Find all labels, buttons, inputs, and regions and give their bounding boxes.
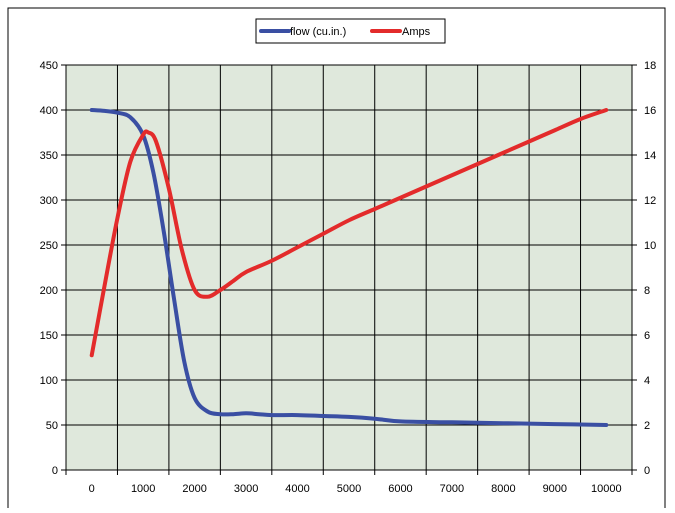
y-right-tick-label: 14 xyxy=(644,150,656,162)
x-tick-label: 3000 xyxy=(234,483,258,495)
y-right-tick-label: 10 xyxy=(644,240,656,252)
y-right-tick-label: 8 xyxy=(644,285,650,297)
x-tick-label: 2000 xyxy=(182,483,206,495)
plot-area xyxy=(66,65,632,470)
y-right-tick-label: 18 xyxy=(644,60,656,72)
legend-label-amps: Amps xyxy=(402,26,431,38)
series-line-amps xyxy=(89,108,609,358)
x-tick-label: 9000 xyxy=(543,483,567,495)
x-tick-label: 1000 xyxy=(131,483,155,495)
y-left-tick-label: 200 xyxy=(40,285,58,297)
x-tick-label: 7000 xyxy=(440,483,464,495)
chart-frame xyxy=(7,7,666,508)
y-left-tick-label: 300 xyxy=(40,195,58,207)
y-left-tick-label: 250 xyxy=(40,240,58,252)
x-tick-label: 0 xyxy=(89,483,95,495)
y-right-tick-label: 16 xyxy=(644,105,656,117)
y-left-tick-label: 450 xyxy=(40,60,58,72)
plot-border xyxy=(65,64,633,471)
axes: 0 50 100 150 200 250 300 350 400 450 0 2 4 6 8 10 12 14 16… xyxy=(40,60,657,495)
y-left-tick-label: 50 xyxy=(46,420,58,432)
y-right-tick-label: 12 xyxy=(644,195,656,207)
y-right-tick-label: 6 xyxy=(644,330,650,342)
y-right-tick-label: 2 xyxy=(644,420,650,432)
x-tick-label: 5000 xyxy=(337,483,361,495)
x-tick-label: 6000 xyxy=(388,483,412,495)
legend-label-flow: flow (cu.in.) xyxy=(290,26,346,38)
y-left-tick-label: 0 xyxy=(52,465,58,477)
legend: flow (cu.in.) Amps xyxy=(255,18,446,44)
y-right-tick-label: 4 xyxy=(644,375,650,387)
y-right-tick-label: 0 xyxy=(644,465,650,477)
y-left-tick-label: 150 xyxy=(40,330,58,342)
grid-lines xyxy=(66,65,632,470)
series-group xyxy=(89,108,609,427)
x-tick-label: 4000 xyxy=(285,483,309,495)
x-tick-label: 8000 xyxy=(491,483,515,495)
x-tick-label: 10000 xyxy=(591,483,622,495)
y-left-tick-label: 400 xyxy=(40,105,58,117)
y-left-tick-label: 350 xyxy=(40,150,58,162)
y-left-tick-label: 100 xyxy=(40,375,58,387)
